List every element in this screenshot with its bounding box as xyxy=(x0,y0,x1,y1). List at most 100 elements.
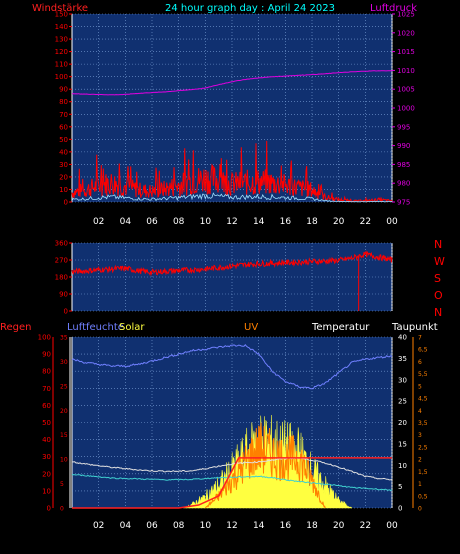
panel1-x-tick: 12 xyxy=(226,217,237,227)
temperature-axis-tick: 5 xyxy=(398,483,402,491)
temperature-axis-tick: 10 xyxy=(398,462,407,470)
pressure-axis-tick: 1020 xyxy=(397,29,415,37)
pressure-axis-tick: 980 xyxy=(397,180,410,188)
wind-axis-tick: 30 xyxy=(59,161,68,169)
pressure-axis-tick: 975 xyxy=(397,199,410,207)
wind-axis-tick: 120 xyxy=(55,48,68,56)
panel3-x-tick: 14 xyxy=(253,521,265,531)
uv-axis-tick: 0,5 xyxy=(418,493,428,500)
panel1-x-tick: 20 xyxy=(333,217,345,227)
uv-axis-tick: 5,5 xyxy=(418,371,428,378)
rain-axis-tick: 30 xyxy=(42,453,51,461)
panel3-x-tick: 18 xyxy=(306,521,318,531)
panels: 0102030405060708090100110120130140150975… xyxy=(38,11,445,532)
panel1-x-tick: 18 xyxy=(306,217,318,227)
temperatur-label: Temperatur xyxy=(311,322,370,333)
pressure-axis-tick: 1025 xyxy=(397,11,415,19)
direction-axis-tick: 360 xyxy=(55,240,68,248)
humidity-axis-tick: 15 xyxy=(60,432,68,439)
rain-axis-tick: 50 xyxy=(42,419,51,427)
wind-axis-tick: 70 xyxy=(59,111,68,119)
uv-series xyxy=(204,422,326,509)
chart-title: 24 hour graph day : April 24 2023 xyxy=(165,3,335,14)
panel3-x-tick: 12 xyxy=(226,521,237,531)
panel1-x-tick: 06 xyxy=(146,217,158,227)
pressure-series xyxy=(71,70,393,96)
wind-direction-series xyxy=(71,250,393,277)
panel1-x-tick: 02 xyxy=(93,217,104,227)
uv-label: UV xyxy=(244,322,258,333)
pressure-axis-tick: 985 xyxy=(397,161,410,169)
temperature-axis-tick: 35 xyxy=(398,355,407,363)
wind-axis-tick: 20 xyxy=(59,173,68,181)
wind-axis-tick: 50 xyxy=(59,136,68,144)
pressure-axis-tick: 1015 xyxy=(397,48,415,56)
panel3-x-tick: 02 xyxy=(93,521,104,531)
uv-axis-tick: 0 xyxy=(418,506,422,513)
panel3-x-tick: 00 xyxy=(386,521,398,531)
pressure-axis-tick: 1010 xyxy=(397,67,415,75)
uv-axis-tick: 1,5 xyxy=(418,469,428,476)
humidity-axis-tick: 35 xyxy=(60,335,68,342)
temperature-axis-tick: 20 xyxy=(398,419,407,427)
rain-axis-tick: 80 xyxy=(42,368,51,376)
panel1-x-tick: 22 xyxy=(360,217,371,227)
wind-axis-tick: 100 xyxy=(55,73,68,81)
temperature-axis-tick: 0 xyxy=(398,505,402,513)
uv-axis-tick: 4 xyxy=(418,408,422,415)
direction-axis-tick: 90 xyxy=(59,291,68,299)
rain-axis-tick: 60 xyxy=(42,402,51,410)
uv-axis-tick: 6 xyxy=(418,359,422,366)
rain-axis-tick: 20 xyxy=(42,470,51,478)
rain-axis-tick: 70 xyxy=(42,385,51,393)
pressure-axis-tick: 995 xyxy=(397,123,410,131)
uv-axis-tick: 1 xyxy=(418,481,422,488)
uv-axis-tick: 7 xyxy=(418,335,422,342)
panel3-x-tick: 08 xyxy=(173,521,185,531)
pressure-axis-title: Luftdruck xyxy=(370,3,417,14)
rain-axis-tick: 40 xyxy=(42,436,51,444)
panel1-x-tick: 04 xyxy=(120,217,132,227)
humidity-axis-tick: 20 xyxy=(60,408,68,415)
panel1-x-tick: 08 xyxy=(173,217,185,227)
humidity-axis-tick: 10 xyxy=(60,457,68,464)
humidity-axis-tick: 0 xyxy=(60,506,64,513)
panel3-x-tick: 04 xyxy=(120,521,132,531)
pressure-axis-tick: 1000 xyxy=(397,105,415,113)
wind-axis-tick: 140 xyxy=(55,23,68,31)
humidity-axis-tick: 5 xyxy=(60,481,64,488)
wind-axis-tick: 40 xyxy=(59,148,68,156)
wind-axis-tick: 150 xyxy=(55,11,68,19)
wind-axis-tick: 80 xyxy=(59,98,68,106)
panel1-x-tick: 14 xyxy=(253,217,265,227)
panel3-x-tick: 10 xyxy=(200,521,212,531)
rain-axis-tick: 100 xyxy=(38,334,51,342)
pressure-axis-tick: 990 xyxy=(397,142,410,150)
panel3-x-tick: 22 xyxy=(360,521,371,531)
humidity-axis-tick: 30 xyxy=(60,359,68,366)
uv-axis-tick: 3 xyxy=(418,432,422,439)
regen-label: Regen xyxy=(0,322,32,333)
wind-axis-tick: 60 xyxy=(59,123,68,131)
uv-axis-tick: 6,5 xyxy=(418,347,428,354)
luftfeuchte-label: Luftfeuchte xyxy=(67,322,124,333)
temperature-series xyxy=(71,456,393,481)
taupunkt-label: Taupunkt xyxy=(391,322,438,333)
wind-axis-tick: 0 xyxy=(64,199,68,207)
panel3-x-tick: 16 xyxy=(280,521,292,531)
rain-axis-tick: 0 xyxy=(47,505,51,513)
wind-axis-tick: 130 xyxy=(55,36,68,44)
compass-label: N xyxy=(434,306,442,319)
dewpoint-series xyxy=(71,474,393,491)
wind-axis-tick: 110 xyxy=(55,61,68,69)
rain-axis-tick: 10 xyxy=(42,487,51,495)
panel3-x-tick: 06 xyxy=(146,521,158,531)
panel1-x-tick: 10 xyxy=(200,217,212,227)
wind-speed-series xyxy=(71,140,393,203)
uv-axis-tick: 5 xyxy=(418,383,422,390)
wind-axis-tick: 10 xyxy=(59,186,68,194)
uv-axis-tick: 4,5 xyxy=(418,396,428,403)
rain-series xyxy=(72,457,392,509)
rain-axis-tick: 90 xyxy=(42,351,51,359)
